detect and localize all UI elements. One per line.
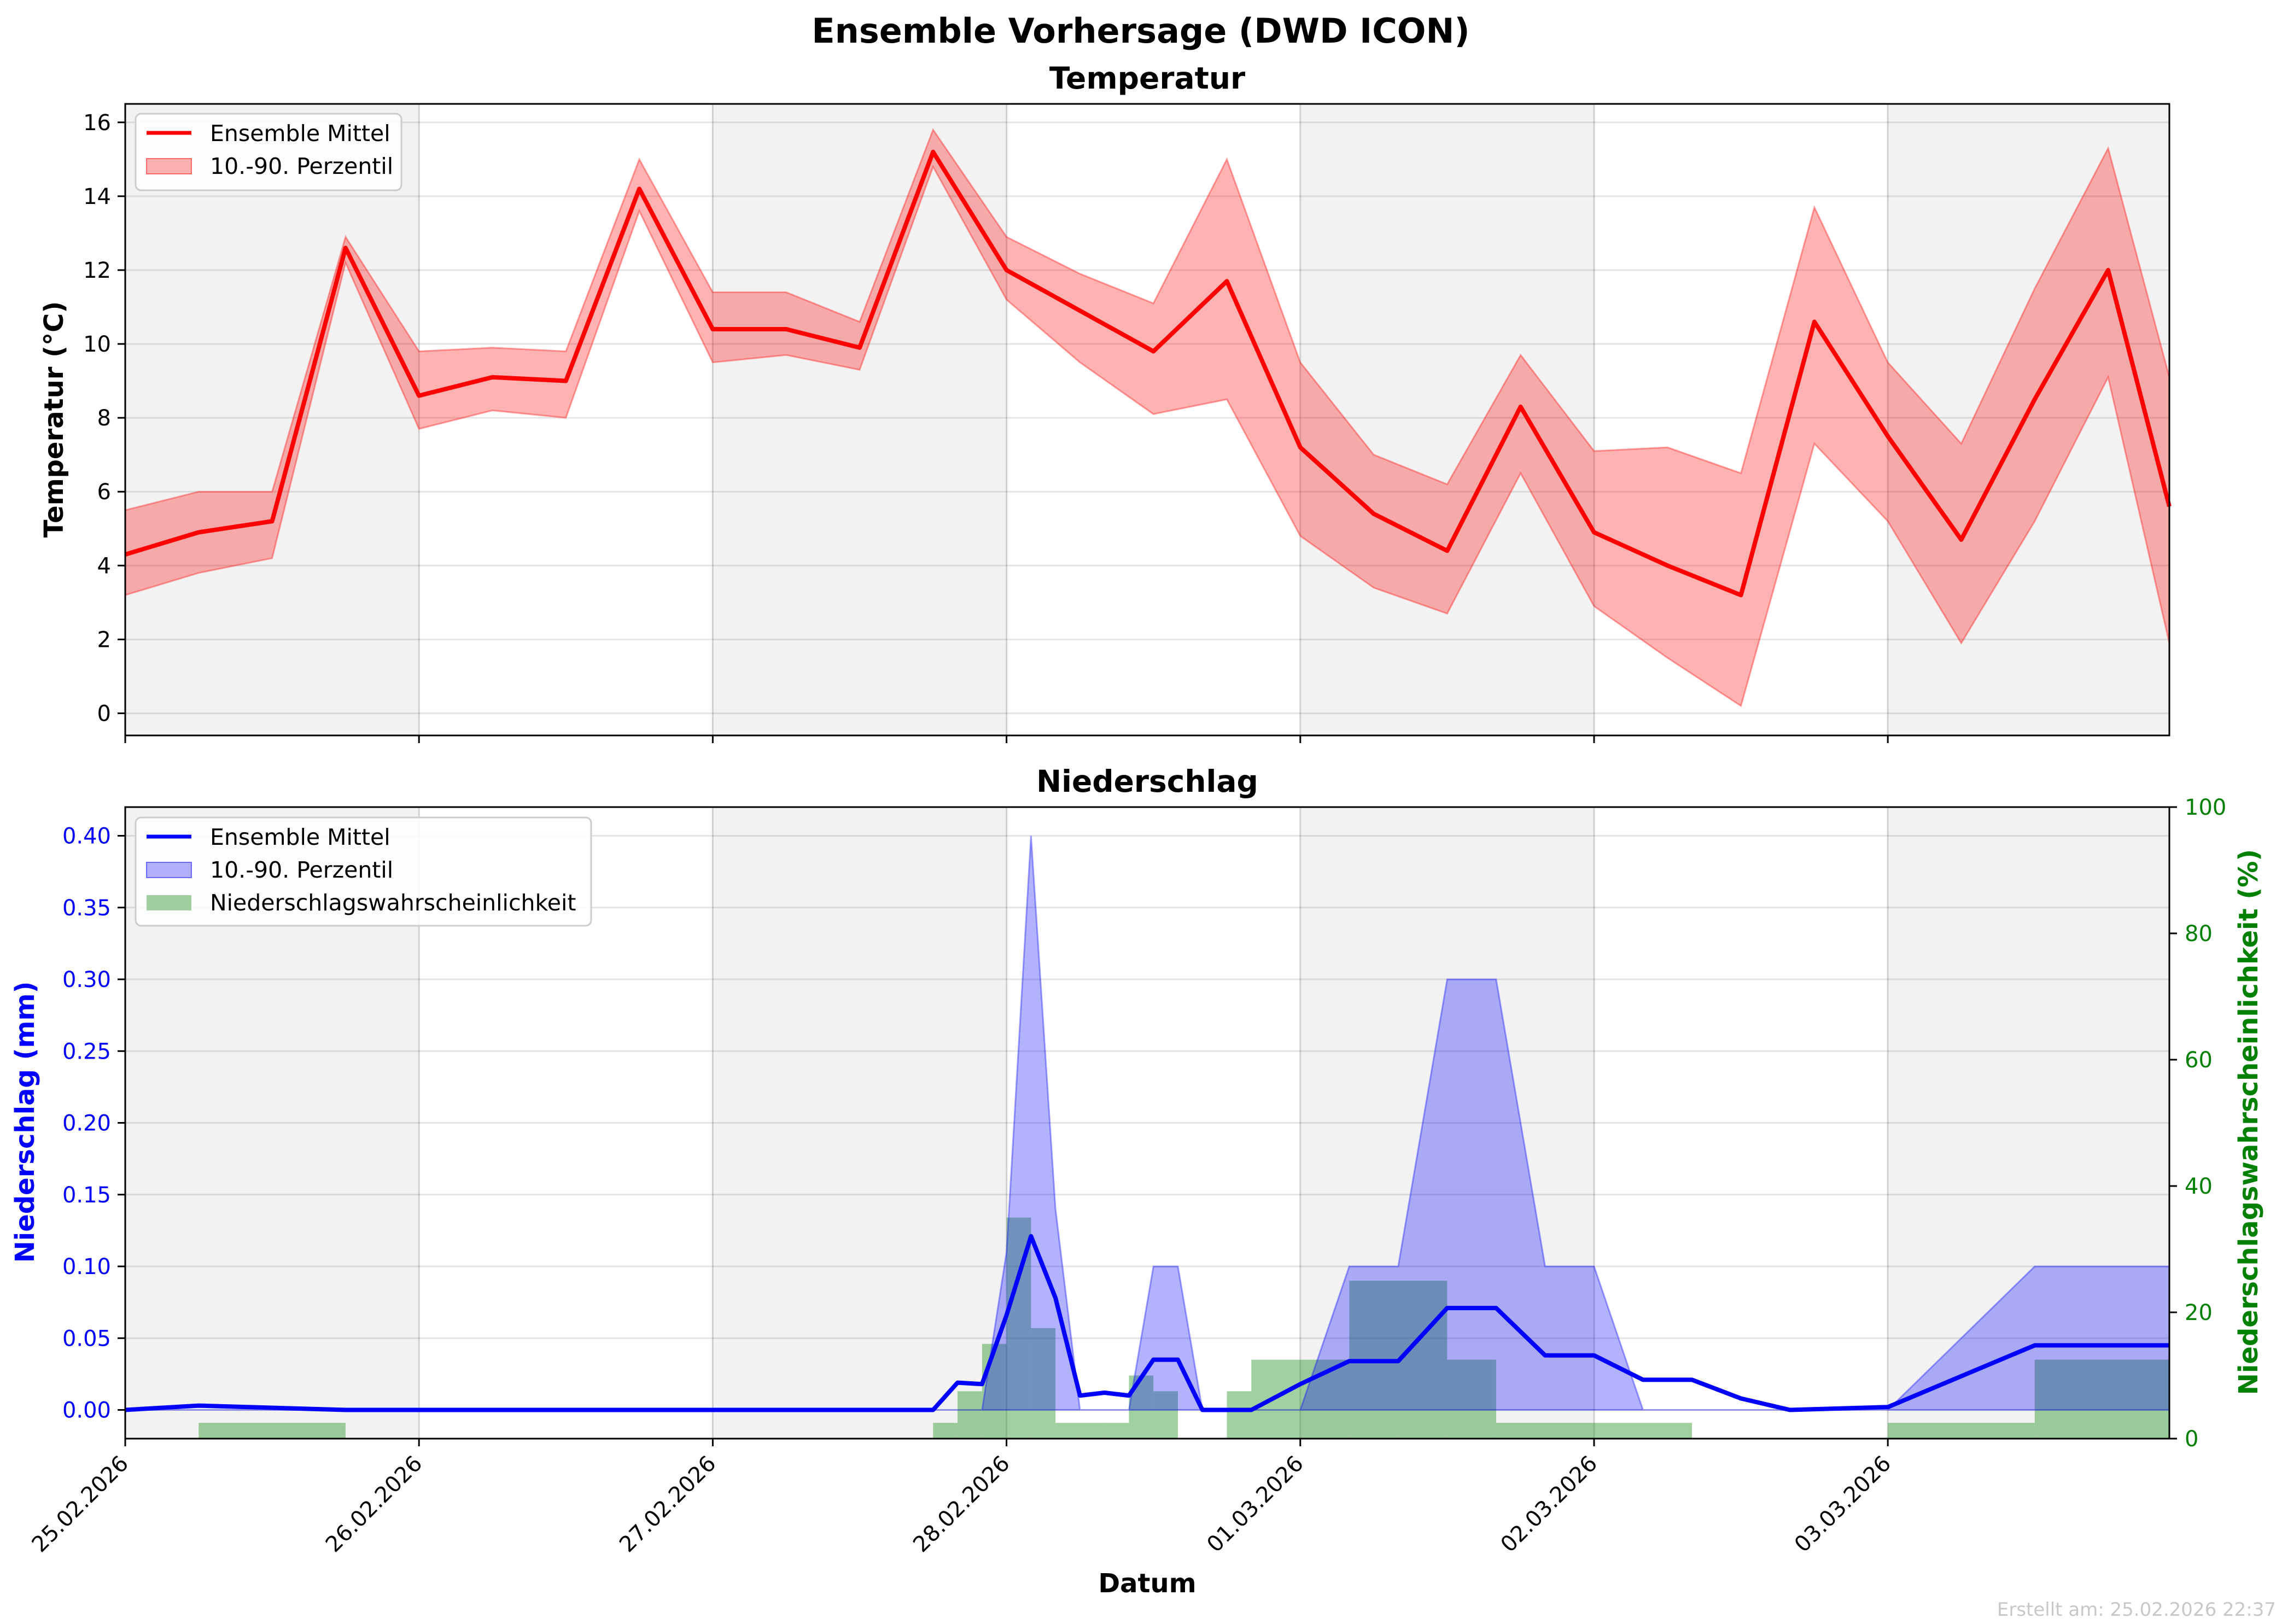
- date-tick-label: 28.02.2026: [908, 1451, 1014, 1557]
- date-tick-label: 03.03.2026: [1790, 1451, 1896, 1557]
- precipitation-mean-line: [125, 1234, 2169, 1412]
- precipitation-legend-probability-label: Niederschlagswahrscheinlichkeit: [210, 890, 576, 916]
- temperature-y-tick-label: 4: [97, 553, 111, 579]
- figure-title: Ensemble Vorhersage (DWD ICON): [812, 11, 1469, 51]
- probability-bar: [1104, 1423, 1129, 1439]
- temperature-legend-band-swatch: [146, 158, 192, 174]
- precipitation-y-axis-label: Niederschlag (mm): [10, 982, 40, 1263]
- probability-bar: [1496, 1423, 1545, 1439]
- night-shade-band: [1300, 104, 1594, 735]
- temperature-night-shading: [125, 104, 2169, 735]
- temperature-y-tick-label: 6: [97, 480, 111, 505]
- probability-bar: [1227, 1391, 1252, 1439]
- precipitation-legend-band-label: 10.-90. Perzentil: [210, 857, 393, 883]
- night-shade-band: [1888, 807, 2169, 1439]
- probability-y-tick-label: 80: [2185, 921, 2213, 947]
- probability-bar: [933, 1423, 958, 1439]
- probability-bar: [1545, 1423, 1594, 1439]
- probability-bar: [1447, 1359, 1496, 1439]
- temperature-x-ticks: [124, 735, 1889, 743]
- precipitation-y-ticks-right: 0 20 40 60 80 100: [2169, 795, 2226, 1452]
- precipitation-legend-box: [135, 816, 592, 927]
- night-shade-band: [125, 104, 419, 735]
- temperature-panel-title: Temperatur: [1049, 61, 1245, 96]
- probability-bar: [1594, 1423, 1643, 1439]
- probability-y-tick-label: 20: [2185, 1300, 2213, 1325]
- precipitation-legend: Ensemble Mittel 10.-90. Perzentil Nieder…: [135, 816, 592, 927]
- temperature-panel: Temperatur 0 2 4 6 8 10 12 14 16 Temperatur (°C)…: [39, 61, 2172, 743]
- temperature-y-tick-label: 2: [97, 627, 111, 652]
- date-tick-label: 26.02.2026: [321, 1451, 427, 1557]
- temperature-y-tick-label: 8: [97, 406, 111, 431]
- temperature-mean-path: [124, 149, 2172, 598]
- precipitation-mean-path: [125, 1234, 2169, 1412]
- temperature-y-axis-label: Temperatur (°C): [39, 301, 69, 538]
- probability-bar: [1031, 1328, 1056, 1439]
- x-axis-label: Datum: [1098, 1568, 1196, 1599]
- date-tick-label: 01.03.2026: [1202, 1451, 1308, 1557]
- night-shade-band: [713, 104, 1007, 735]
- temperature-legend-box: [135, 113, 402, 191]
- temperature-y-tick-label: 16: [83, 110, 111, 136]
- temperature-grid: [125, 104, 2169, 735]
- temperature-y-tick-label: 10: [83, 332, 111, 357]
- probability-bar: [1398, 1281, 1448, 1439]
- precipitation-y-tick-label: 0.40: [62, 824, 111, 849]
- temperature-legend-band-label: 10.-90. Perzentil: [210, 153, 393, 179]
- precipitation-y-tick-label: 0.00: [62, 1398, 111, 1423]
- probability-bar: [1055, 1423, 1080, 1439]
- temperature-mean-line: [124, 149, 2172, 598]
- precipitation-x-ticks: 25.02.2026 26.02.2026 27.02.2026 28.02.2026…: [27, 1439, 1896, 1557]
- precipitation-legend-mean-label: Ensemble Mittel: [210, 824, 390, 850]
- precipitation-y-tick-label: 0.30: [62, 967, 111, 992]
- night-shade-band: [1300, 807, 1594, 1439]
- night-shade-band: [713, 807, 1007, 1439]
- precipitation-y-tick-label: 0.35: [62, 896, 111, 921]
- probability-y-tick-label: 40: [2185, 1174, 2213, 1199]
- night-shade-band: [1888, 104, 2169, 735]
- probability-bar: [982, 1343, 1007, 1439]
- precipitation-panel: Niederschlag 0.00 0.05 0.10 0.15 0.20 0.25 0.3…: [10, 764, 2264, 1599]
- precipitation-y-tick-label: 0.20: [62, 1111, 111, 1136]
- date-tick-label: 25.02.2026: [27, 1451, 133, 1557]
- probability-bar: [199, 1423, 346, 1439]
- precipitation-legend-band-swatch: [146, 862, 192, 878]
- precipitation-y-tick-label: 0.10: [62, 1254, 111, 1280]
- precipitation-y-tick-label: 0.25: [62, 1039, 111, 1064]
- probability-bar: [958, 1391, 982, 1439]
- probability-y-tick-label: 60: [2185, 1048, 2213, 1073]
- date-tick-label: 02.03.2026: [1496, 1451, 1602, 1557]
- temperature-plot-frame: [124, 103, 2170, 737]
- temperature-y-tick-label: 0: [97, 701, 111, 726]
- probability-y-tick-label: 0: [2185, 1427, 2198, 1452]
- precipitation-y-ticks-left: 0.00 0.05 0.10 0.15 0.20 0.25 0.30 0.35 0.40: [62, 824, 125, 1423]
- precipitation-legend-probability-swatch: [147, 895, 191, 910]
- temperature-y-tick-label: 12: [83, 258, 111, 283]
- temperature-y-ticks: 0 2 4 6 8 10 12 14 16: [83, 110, 125, 726]
- precipitation-panel-title: Niederschlag: [1036, 764, 1258, 799]
- probability-bar: [1888, 1423, 2035, 1439]
- precipitation-y-tick-label: 0.05: [62, 1326, 111, 1351]
- precipitation-y-tick-label: 0.15: [62, 1183, 111, 1208]
- date-tick-label: 27.02.2026: [615, 1451, 721, 1557]
- probability-bar: [2034, 1359, 2169, 1439]
- probability-bar: [1079, 1423, 1105, 1439]
- probability-y-tick-label: 100: [2185, 795, 2226, 820]
- probability-bar: [1153, 1391, 1178, 1439]
- precipitation-probability-bars: [199, 1217, 2169, 1439]
- precipitation-night-shading: [125, 807, 2169, 1439]
- created-at-footer: Erstellt am: 25.02.2026 22:37: [1997, 1599, 2276, 1621]
- temperature-legend: Ensemble Mittel 10.-90. Perzentil: [135, 113, 402, 191]
- probability-bar: [1643, 1423, 1692, 1439]
- temperature-legend-mean-label: Ensemble Mittel: [210, 120, 390, 147]
- probability-y-axis-label: Niederschlagswahrscheinlichkeit (%): [2233, 849, 2264, 1395]
- temperature-y-tick-label: 14: [83, 184, 111, 209]
